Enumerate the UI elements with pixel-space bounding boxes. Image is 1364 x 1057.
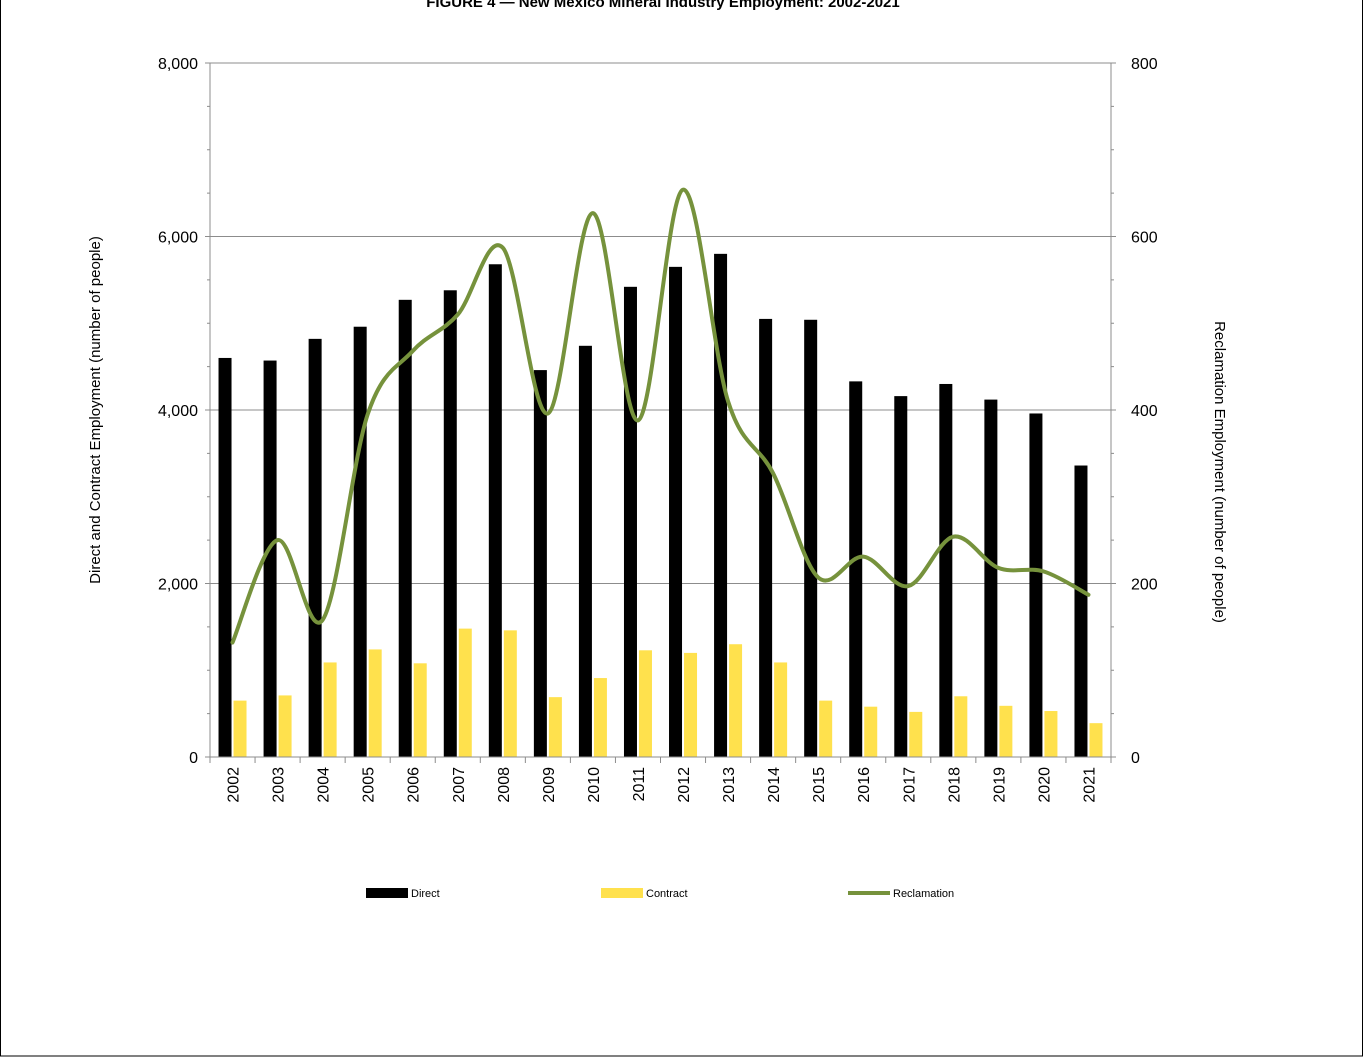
bar-contract xyxy=(1044,711,1058,757)
bar-direct xyxy=(308,338,322,757)
bar-direct xyxy=(623,286,637,757)
reclamation-line xyxy=(230,187,1091,645)
bar-contract xyxy=(999,705,1013,757)
bar-contract xyxy=(638,650,652,757)
bar-direct xyxy=(984,399,998,757)
x-axis-tick-label: 2007 xyxy=(451,767,468,803)
legend-swatch-contract xyxy=(601,888,643,898)
bar-contract xyxy=(1089,723,1103,757)
y-axis-right-tick-label: 600 xyxy=(1131,230,1158,247)
x-axis-tick-label: 2016 xyxy=(856,767,873,803)
x-axis-tick-label: 2006 xyxy=(406,767,423,803)
bar-direct xyxy=(353,326,367,757)
bar-direct xyxy=(398,299,412,757)
y-axis-left-tick-label: 2,000 xyxy=(158,577,198,594)
legend-label-reclamation: Reclamation xyxy=(893,888,954,900)
bar-contract xyxy=(593,678,607,757)
bar-contract xyxy=(503,630,517,757)
bar-direct xyxy=(1074,465,1088,757)
bar-contract xyxy=(819,700,833,757)
bar-contract xyxy=(368,649,382,757)
bar-contract xyxy=(684,652,698,757)
x-axis-tick-label: 2002 xyxy=(226,767,243,803)
bar-direct xyxy=(714,253,728,757)
legend-swatch-direct xyxy=(366,888,408,898)
bar-contract xyxy=(774,662,788,757)
bar-direct xyxy=(443,290,457,757)
reclamation-line-layer xyxy=(230,187,1091,645)
bar-direct xyxy=(578,345,592,757)
x-axis-tick-label: 2017 xyxy=(901,767,918,803)
bar-contract xyxy=(458,628,472,757)
x-axis-tick-label: 2011 xyxy=(631,767,648,802)
bar-contract xyxy=(413,663,427,757)
x-axis-tick-label: 2003 xyxy=(271,767,288,803)
bar-direct xyxy=(804,319,818,757)
bar-direct xyxy=(759,318,773,757)
y-axis-right-tick-label: 800 xyxy=(1131,56,1158,73)
bar-contract xyxy=(323,662,337,757)
x-axis-tick-label: 2019 xyxy=(991,767,1008,803)
axes: 0 2,000 4,000 6,000 8,000 0 200 400 600 800 2002 20… xyxy=(158,56,1158,803)
bar-direct xyxy=(849,381,863,757)
bar-contract xyxy=(548,697,562,757)
x-axis-tick-label: 2021 xyxy=(1081,767,1098,803)
x-axis-tick-label: 2018 xyxy=(946,767,963,803)
bar-contract xyxy=(909,711,923,757)
bar-contract xyxy=(278,695,292,757)
y-axis-right-tick-label: 0 xyxy=(1131,750,1140,767)
bar-direct xyxy=(488,264,502,757)
x-axis-tick-label: 2010 xyxy=(586,767,603,803)
x-axis-tick-label: 2004 xyxy=(316,767,333,803)
x-axis-tick-label: 2015 xyxy=(811,767,828,803)
x-axis-tick-label: 2009 xyxy=(541,767,558,803)
y-axis-left-tick-label: 4,000 xyxy=(158,403,198,420)
y-axis-right-tick-label: 400 xyxy=(1131,403,1158,420)
y-axis-left-title: Direct and Contract Employment (number o… xyxy=(87,236,104,584)
x-axis-tick-label: 2014 xyxy=(766,767,783,803)
bar-contract xyxy=(864,706,878,757)
x-axis-tick-label: 2013 xyxy=(721,767,738,803)
bar-contract xyxy=(954,696,968,757)
bars xyxy=(218,253,1103,757)
bar-direct xyxy=(218,357,232,757)
x-axis-tick-label: 2008 xyxy=(496,767,513,803)
chart-title: FIGURE 4 — New Mexico Mineral Industry E… xyxy=(426,0,899,11)
bar-direct xyxy=(1029,413,1043,757)
legend-label-direct: Direct xyxy=(411,888,440,900)
bar-direct xyxy=(533,370,547,757)
x-axis-tick-label: 2020 xyxy=(1036,767,1053,803)
x-axis-tick-label: 2012 xyxy=(676,767,693,803)
legend-label-contract: Contract xyxy=(646,888,688,900)
bar-contract xyxy=(233,700,247,757)
bar-contract xyxy=(729,644,743,757)
bar-direct xyxy=(894,396,908,757)
legend: Direct Contract Reclamation xyxy=(366,888,954,900)
y-axis-right-tick-label: 200 xyxy=(1131,577,1158,594)
x-axis-tick-label: 2005 xyxy=(361,767,378,803)
bar-direct xyxy=(263,360,277,757)
y-axis-right-title: Reclamation Employment (number of people… xyxy=(1211,321,1228,623)
bar-direct xyxy=(669,266,683,757)
bar-direct xyxy=(939,383,953,757)
y-axis-left-tick-label: 0 xyxy=(189,750,198,767)
y-axis-left-tick-label: 6,000 xyxy=(158,230,198,247)
y-axis-left-tick-label: 8,000 xyxy=(158,56,198,73)
